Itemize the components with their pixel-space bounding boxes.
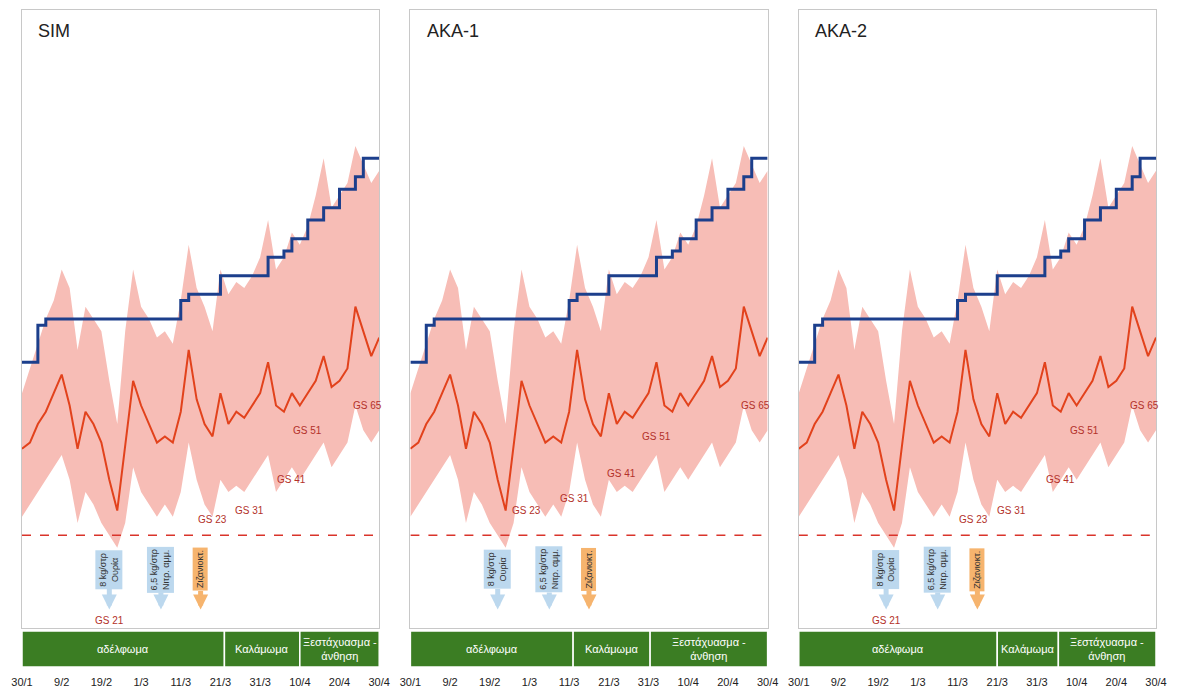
svg-text:19/2: 19/2	[867, 676, 888, 688]
svg-text:31/3: 31/3	[638, 676, 659, 688]
svg-text:10/4: 10/4	[678, 676, 699, 688]
svg-text:GS 65: GS 65	[741, 400, 770, 411]
svg-text:αδέλφωμα: αδέλφωμα	[872, 643, 924, 655]
svg-text:AKA-1: AKA-1	[427, 21, 479, 41]
svg-text:Ζιζανιοκτ.: Ζιζανιοκτ.	[195, 550, 205, 588]
svg-text:Ξεστάχυασμα -άνθηση: Ξεστάχυασμα -άνθηση	[303, 636, 377, 662]
svg-text:GS 23: GS 23	[198, 514, 227, 525]
svg-text:GS 41: GS 41	[607, 468, 636, 479]
svg-text:11/3: 11/3	[170, 676, 191, 688]
svg-text:19/2: 19/2	[91, 676, 112, 688]
svg-text:GS 51: GS 51	[642, 431, 671, 442]
svg-text:GS 21: GS 21	[872, 615, 901, 626]
svg-text:Ζιζανιοκτ.: Ζιζανιοκτ.	[972, 551, 982, 589]
svg-text:6,5 kg/στρΝιτρ. αμμ.: 6,5 kg/στρΝιτρ. αμμ.	[926, 549, 948, 590]
svg-text:9/2: 9/2	[442, 676, 457, 688]
svg-text:GS 31: GS 31	[997, 505, 1026, 516]
svg-text:30/4: 30/4	[1145, 676, 1166, 688]
svg-text:1/3: 1/3	[522, 676, 537, 688]
svg-text:Καλάμωμα: Καλάμωμα	[585, 643, 639, 655]
svg-text:30/1: 30/1	[400, 676, 421, 688]
svg-text:30/4: 30/4	[368, 676, 389, 688]
svg-text:6,5 kg/στρΝιτρ. αμμ.: 6,5 kg/στρΝιτρ. αμμ.	[149, 549, 171, 590]
svg-text:1/3: 1/3	[133, 676, 148, 688]
svg-text:αδέλφωμα: αδέλφωμα	[466, 643, 518, 655]
svg-text:8 kg/στρΟυρία: 8 kg/στρΟυρία	[486, 552, 508, 586]
svg-text:Ξεστάχυασμα -άνθηση: Ξεστάχυασμα -άνθηση	[1070, 636, 1144, 662]
svg-text:GS 51: GS 51	[1070, 425, 1099, 436]
svg-text:30/1: 30/1	[11, 676, 32, 688]
svg-text:30/1: 30/1	[788, 676, 809, 688]
svg-text:GS 23: GS 23	[512, 505, 541, 516]
svg-text:8 kg/στρΟυρία: 8 kg/στρΟυρία	[98, 553, 120, 587]
svg-text:9/2: 9/2	[54, 676, 69, 688]
svg-text:10/4: 10/4	[1066, 676, 1087, 688]
svg-text:6,5 kg/στρΝιτρ. αμμ.: 6,5 kg/στρΝιτρ. αμμ.	[538, 549, 560, 590]
svg-text:11/3: 11/3	[947, 676, 968, 688]
svg-text:GS 31: GS 31	[560, 493, 589, 504]
svg-text:αδέλφωμα: αδέλφωμα	[97, 643, 149, 655]
svg-text:Ζιζανιοκτ.: Ζιζανιοκτ.	[584, 550, 594, 588]
svg-text:19/2: 19/2	[479, 676, 500, 688]
svg-text:9/2: 9/2	[831, 676, 846, 688]
svg-text:31/3: 31/3	[1026, 676, 1047, 688]
svg-text:GS 21: GS 21	[95, 615, 124, 626]
svg-text:GS 23: GS 23	[959, 514, 988, 525]
svg-text:GS 65: GS 65	[1130, 400, 1159, 411]
svg-text:SIM: SIM	[38, 21, 70, 41]
svg-text:1/3: 1/3	[910, 676, 925, 688]
svg-text:8 kg/στρΟυρία: 8 kg/στρΟυρία	[875, 553, 897, 587]
svg-text:20/4: 20/4	[717, 676, 738, 688]
svg-text:31/3: 31/3	[249, 676, 270, 688]
svg-text:AKA-2: AKA-2	[815, 21, 867, 41]
svg-text:GS 65: GS 65	[353, 400, 382, 411]
svg-text:20/4: 20/4	[1106, 676, 1127, 688]
svg-text:Καλάμωμα: Καλάμωμα	[235, 643, 289, 655]
svg-text:GS 41: GS 41	[277, 474, 306, 485]
svg-text:21/3: 21/3	[210, 676, 231, 688]
svg-text:20/4: 20/4	[329, 676, 350, 688]
svg-text:30/4: 30/4	[757, 676, 778, 688]
svg-text:Καλάμωμα: Καλάμωμα	[1001, 643, 1055, 655]
svg-text:GS 31: GS 31	[235, 505, 264, 516]
svg-text:GS 41: GS 41	[1046, 474, 1075, 485]
svg-text:21/3: 21/3	[598, 676, 619, 688]
svg-text:GS 51: GS 51	[293, 425, 322, 436]
svg-text:11/3: 11/3	[559, 676, 580, 688]
svg-text:10/4: 10/4	[289, 676, 310, 688]
svg-text:Ξεστάχυασμα -άνθηση: Ξεστάχυασμα -άνθηση	[672, 636, 746, 662]
svg-text:21/3: 21/3	[987, 676, 1008, 688]
